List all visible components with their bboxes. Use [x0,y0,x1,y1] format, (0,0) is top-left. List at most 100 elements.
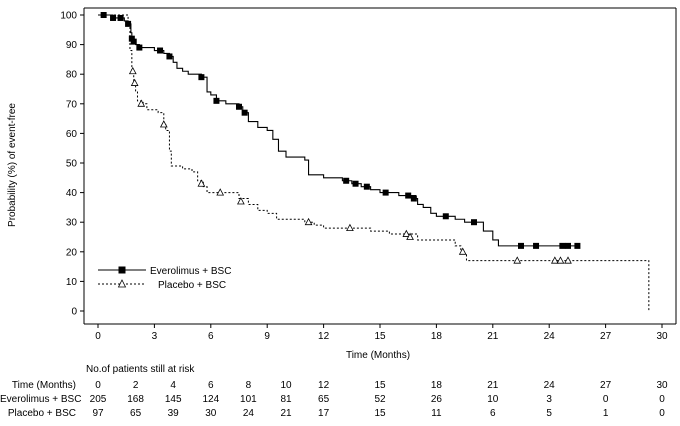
y-tick-label: 90 [66,40,78,51]
x-tick-label: 15 [374,331,386,342]
y-tick-label: 50 [66,159,78,170]
y-tick-label: 30 [66,218,78,229]
x-tick-label: 0 [95,331,101,342]
risk-cell: 52 [374,394,386,405]
risk-row-placebo: Placebo + BSC 97 65 39 30 24 21 17 15 11 6 5 1 0 [0,408,680,422]
risk-cell: 6 [208,380,214,391]
risk-cell: 0 [95,380,101,391]
risk-cell: 1 [602,408,609,419]
series-line-placebo [98,14,650,311]
risk-cell: 11 [431,408,442,419]
y-tick-label: 10 [66,277,78,288]
series-layer [98,12,650,311]
x-tick-label: 21 [487,331,499,342]
risk-cell: 205 [89,394,107,405]
censor-mark-everolimus [130,38,137,45]
y-tick-label: 70 [66,99,78,110]
risk-cell: 10 [487,394,499,405]
y-tick-label: 60 [66,129,78,140]
x-tick-label: 24 [544,331,556,342]
risk-cell: 2 [132,380,139,391]
legend-label-everolimus: Everolimus + BSC [150,266,231,277]
risk-cell: 124 [202,394,220,405]
y-tick-label: 20 [66,247,78,258]
risk-cell: 0 [659,408,665,419]
censor-mark-everolimus [518,242,524,249]
risk-cell: 81 [280,394,292,405]
censor-mark-everolimus [136,44,143,51]
risk-cell: 97 [92,408,104,419]
risk-row-label: Time (Months) [11,380,76,391]
censor-mark-everolimus [382,189,389,196]
censor-mark-placebo [304,217,313,226]
risk-cell: 12 [318,380,330,391]
risk-cell: 101 [240,394,257,405]
risk-row-label: Placebo + BSC [7,408,76,419]
risk-cell: 30 [205,408,217,419]
censor-mark-placebo [550,256,559,264]
legend-label-placebo: Placebo + BSC [158,280,226,291]
x-tick-label: 6 [208,331,214,342]
censor-mark-everolimus [574,242,581,249]
risk-cell: 65 [130,408,142,419]
censor-mark-everolimus [110,14,117,21]
risk-cell: 145 [164,394,182,405]
x-ticks: 0 3 6 9 12 15 18 21 24 27 30 [95,324,668,342]
risk-cell: 6 [490,408,496,419]
x-tick-label: 18 [431,331,443,342]
risk-table-title: No.of patients still at risk [86,364,195,375]
y-tick-label: 40 [66,188,78,199]
censor-mark-everolimus [166,53,173,60]
y-tick-label: 100 [60,11,77,22]
risk-cell: 17 [318,408,330,419]
censor-mark-placebo [346,223,354,232]
risk-cell: 39 [167,408,179,419]
censor-mark-placebo [402,229,411,237]
risk-cell: 27 [600,380,612,391]
risk-cell: 15 [374,408,386,419]
censor-mark-everolimus [442,213,449,220]
censor-mark-everolimus [405,192,412,199]
censor-mark-placebo [237,197,245,205]
risk-cell: 5 [546,408,552,419]
series-line-everolimus [98,14,580,247]
risk-row-label: Everolimus + BSC [0,394,82,405]
censor-mark-placebo [556,256,565,264]
censor-mark-placebo [128,66,137,75]
risk-cell: 30 [656,380,668,391]
censor-mark-everolimus [198,74,205,81]
censor-mark-everolimus [565,242,571,249]
censor-mark-everolimus [236,103,242,110]
risk-cell: 3 [546,394,552,405]
y-axis-label: Probability (%) of event-free [7,103,18,227]
censor-mark-everolimus [471,219,477,226]
risk-cell: 18 [430,380,442,391]
x-tick-label: 30 [656,331,668,342]
censor-mark-placebo [458,247,467,255]
censor-mark-placebo [216,188,225,196]
x-tick-label: 12 [318,331,330,342]
censor-mark-placebo [159,120,168,128]
legend: Everolimus + BSC Placebo + BSC [98,266,231,291]
legend-marker-placebo [117,279,127,288]
censor-mark-placebo [513,256,522,264]
risk-cell: 21 [487,380,499,391]
risk-cell: 26 [430,394,442,405]
censor-mark-everolimus [533,242,540,249]
censor-mark-everolimus [157,47,164,54]
censor-mark-everolimus [125,20,132,27]
censor-mark-everolimus [410,195,417,202]
censor-mark-placebo [197,179,206,187]
risk-row-everolimus: Everolimus + BSC 205 168 145 124 101 81 65 52 26 1… [0,394,680,408]
censor-mark-everolimus [117,14,124,21]
x-axis-label: Time (Months) [346,350,410,360]
axes [83,7,677,325]
censor-mark-placebo [130,78,139,86]
censor-mark-everolimus [213,97,220,104]
x-tick-label: 3 [152,331,158,342]
risk-cell: 10 [280,380,292,391]
risk-cell: 168 [127,394,144,405]
censor-mark-placebo [137,99,146,107]
risk-cell: 0 [602,394,609,405]
risk-cell: 21 [280,408,292,419]
